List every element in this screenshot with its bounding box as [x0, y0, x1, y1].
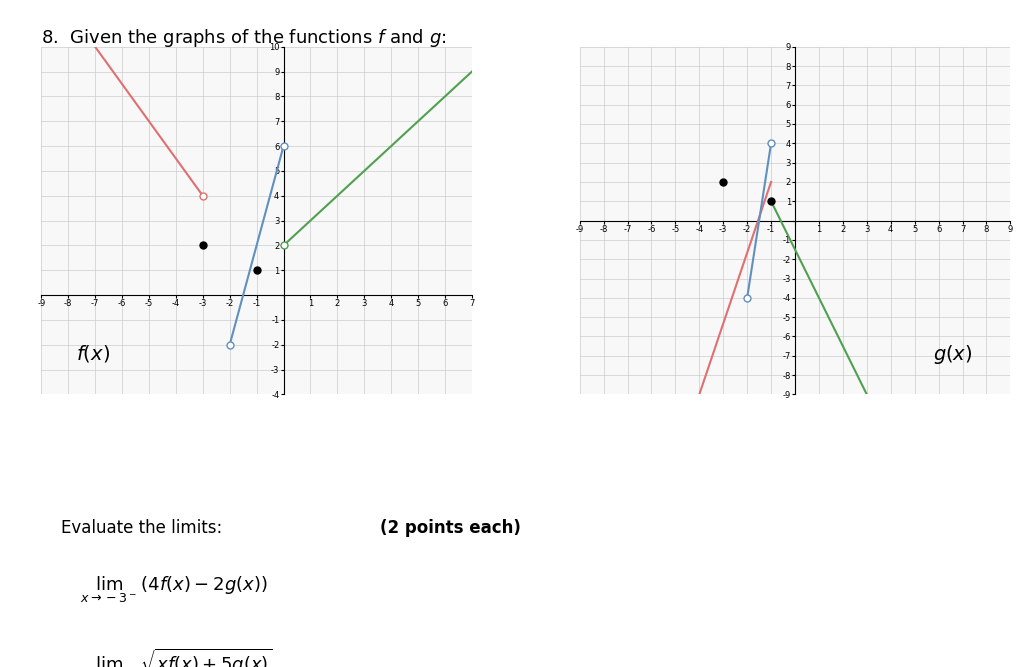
- Text: $\underset{x\to-1^+}{\lim}\,\sqrt{xf(x)+5g(x)}$: $\underset{x\to-1^+}{\lim}\,\sqrt{xf(x)+…: [80, 646, 272, 667]
- Text: $f(x)$: $f(x)$: [75, 343, 109, 364]
- Text: 8.  Given the graphs of the functions $f$ and $g$:: 8. Given the graphs of the functions $f$…: [41, 27, 446, 49]
- Text: Evaluate the limits:: Evaluate the limits:: [61, 520, 222, 538]
- Text: $\underset{x\to-3^-}{\lim}\,(4f(x)-2g(x))$: $\underset{x\to-3^-}{\lim}\,(4f(x)-2g(x)…: [80, 575, 268, 605]
- Text: $g(x)$: $g(x)$: [933, 343, 972, 366]
- Text: (2 points each): (2 points each): [380, 520, 522, 538]
